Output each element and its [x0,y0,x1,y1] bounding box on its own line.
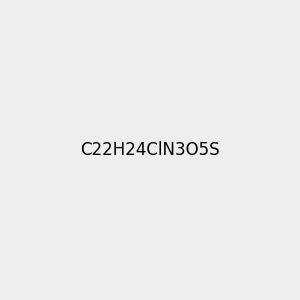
Text: C22H24ClN3O5S: C22H24ClN3O5S [80,141,220,159]
